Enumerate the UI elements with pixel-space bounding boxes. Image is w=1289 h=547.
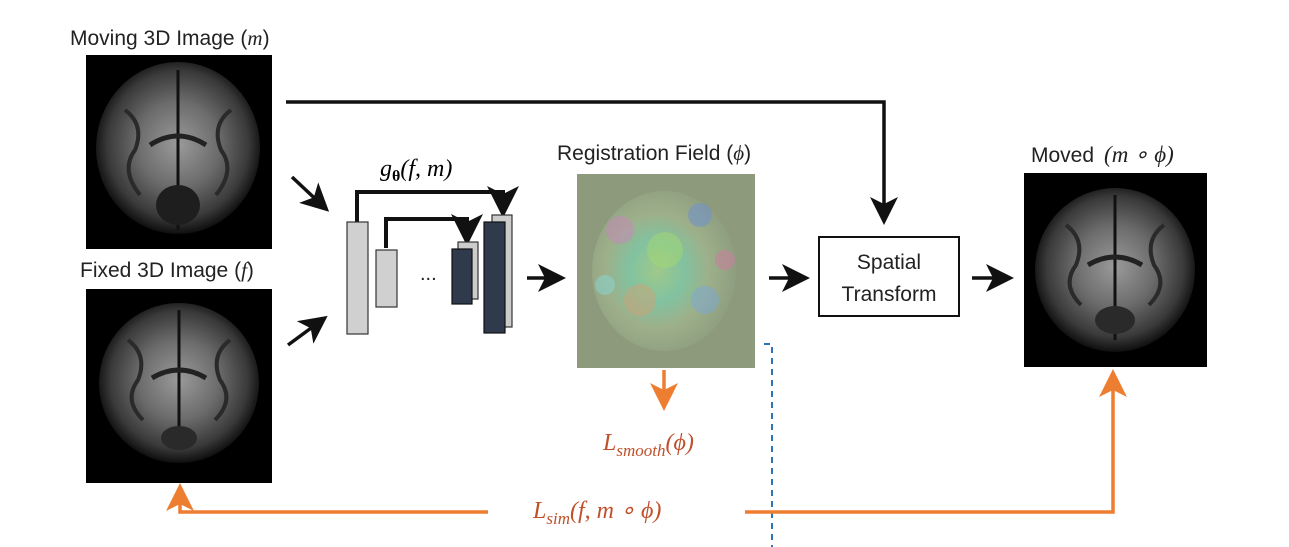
ellipsis: ... (420, 263, 437, 285)
decoder-block-1 (483, 221, 506, 334)
outer-skip-connection (355, 186, 519, 222)
smooth-loss-label: Lsmooth(ϕ) (602, 430, 694, 460)
moving-image-label: Moving 3D Image (m) (70, 26, 270, 50)
sim-loss-label: Lsim(f, m ∘ ϕ) (532, 498, 661, 528)
fixed-brain-image (86, 289, 272, 483)
moving-to-transform-arrow (286, 100, 898, 225)
moving-to-network-arrow (290, 175, 330, 212)
moved-image-label: Moved (m ∘ ϕ) (1031, 142, 1174, 167)
decoder-block-2 (451, 248, 473, 305)
unet-network: ... (346, 186, 519, 335)
sim-loss-to-fixed-arrow (166, 483, 488, 514)
spatial-transform-line1: Spatial (857, 251, 921, 274)
fixed-to-network-arrow (286, 315, 328, 347)
fixed-image-label: Fixed 3D Image (f) (80, 258, 254, 282)
dashed-separator (764, 343, 773, 547)
network-label: gθ(f, m) (380, 156, 452, 185)
encoder-block-2 (375, 249, 398, 308)
spatial-transform-box: Spatial Transform (818, 236, 960, 317)
sim-loss-to-moved-arrow (745, 369, 1127, 514)
inner-skip-connection (384, 214, 483, 248)
moved-brain-image (1024, 173, 1207, 367)
encoder-block-1 (346, 221, 369, 335)
registration-field-image (577, 174, 755, 368)
registration-field-label: Registration Field (ϕ) (557, 141, 751, 165)
spatial-transform-line2: Transform (842, 283, 937, 306)
moving-brain-image (86, 55, 272, 249)
